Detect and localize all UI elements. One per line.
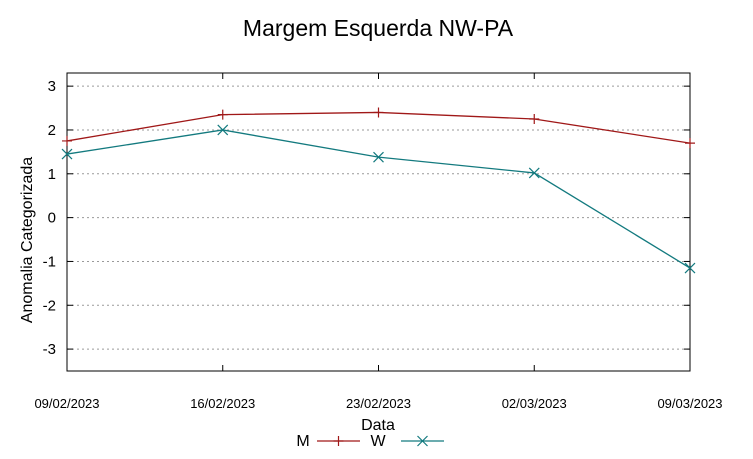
y-tick-label: 3 <box>48 78 56 95</box>
y-tick-label: 0 <box>48 210 56 227</box>
data-point-cross <box>417 435 428 447</box>
x-tick-label: 02/03/2023 <box>502 396 567 411</box>
y-tick-label: -1 <box>43 253 56 270</box>
legend-label-w: W <box>370 433 386 450</box>
data-point-plus <box>529 114 540 125</box>
x-tick-label: 23/02/2023 <box>346 396 411 411</box>
data-point-plus <box>62 135 72 146</box>
x-axis-label: Data <box>361 417 395 434</box>
x-axis-ticks: 09/02/2023 16/02/2023 23/02/2023 02/03/2023… <box>34 73 723 411</box>
data-point-cross <box>217 124 229 136</box>
legend-label-m: M <box>296 433 309 450</box>
data-point-cross <box>684 262 696 274</box>
data-point-plus <box>685 138 695 149</box>
data-point-plus <box>333 436 344 446</box>
series-line-w <box>66 129 691 269</box>
y-tick-label: 1 <box>48 166 56 183</box>
series-group <box>61 107 696 274</box>
y-tick-label: -3 <box>43 341 56 358</box>
y-axis-ticks: 3 2 1 0 -1 -2 -3 <box>43 78 690 358</box>
grid <box>67 85 690 350</box>
data-point-cross <box>528 167 540 179</box>
y-tick-label: -2 <box>43 297 56 314</box>
data-point-plus <box>217 109 228 120</box>
data-point-plus <box>373 107 384 118</box>
plot-frame <box>66 72 691 372</box>
x-tick-label: 16/02/2023 <box>190 396 255 411</box>
x-tick-label: 09/02/2023 <box>34 396 99 411</box>
x-tick-label: 09/03/2023 <box>657 396 722 411</box>
data-point-cross <box>61 148 73 160</box>
chart-title: Margem Esquerda NW-PA <box>243 15 514 41</box>
y-tick-label: 2 <box>48 122 56 139</box>
y-axis-label: Anomalia Categorizada <box>19 157 36 323</box>
data-point-cross <box>373 151 384 163</box>
